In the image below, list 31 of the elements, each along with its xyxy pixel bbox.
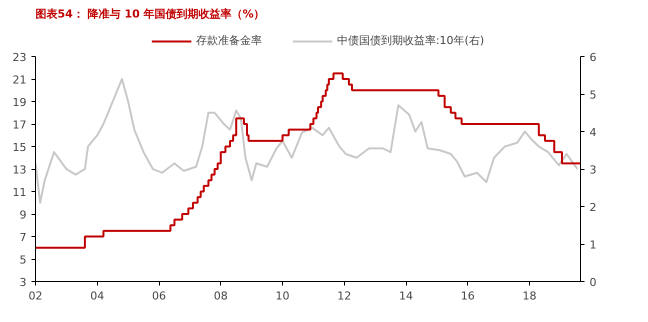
y-tick-label: 23 [12, 51, 27, 64]
y-tick-label: 5 [20, 254, 26, 266]
y2-tick-label: 0 [590, 276, 596, 289]
y-tick-label: 15 [12, 141, 27, 154]
y-tick-label: 13 [12, 164, 27, 176]
x-tick-label: 08 [214, 290, 228, 302]
y2-tick-label: 2 [590, 201, 596, 214]
x-tick-label: 04 [90, 290, 104, 302]
y2-tick-label: 1 [590, 238, 596, 252]
x-tick-label: 18 [522, 290, 537, 302]
line-series [36, 78, 578, 204]
legend-label: 存款准备金率 [196, 33, 262, 48]
y-tick-label: 17 [12, 118, 27, 132]
x-tick-label: 14 [399, 290, 414, 302]
chart-title: 图表54： 降准与 10 年国债到期收益率（%） [36, 8, 265, 20]
y2-tick-label: 5 [590, 88, 596, 102]
y-tick-label: 3 [20, 276, 26, 289]
x-tick-label: 12 [337, 290, 352, 302]
legend-label: 中债国债到期收益率:10年(右) [336, 33, 484, 48]
y2-tick-label: 4 [590, 126, 596, 139]
x-tick-label: 10 [276, 290, 290, 302]
y2-tick-label: 3 [590, 164, 596, 176]
y-tick-label: 21 [12, 74, 27, 86]
y-tick-label: 7 [20, 231, 26, 244]
x-tick-label: 16 [460, 290, 475, 302]
x-tick-label: 06 [152, 290, 166, 302]
y-tick-label: 11 [12, 186, 27, 199]
x-tick-label: 02 [28, 290, 42, 302]
y-tick-label: 9 [20, 208, 26, 222]
y-tick-label: 19 [12, 96, 27, 109]
y2-tick-label: 6 [590, 51, 596, 64]
